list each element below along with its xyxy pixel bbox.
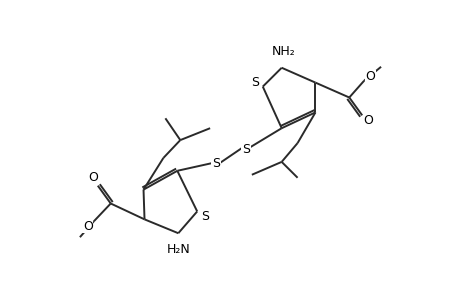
- Text: H₂N: H₂N: [166, 243, 190, 256]
- Text: S: S: [241, 142, 249, 155]
- Text: O: O: [88, 171, 98, 184]
- Text: O: O: [83, 220, 93, 233]
- Text: S: S: [212, 158, 219, 170]
- Text: S: S: [201, 210, 209, 223]
- Text: O: O: [363, 114, 372, 127]
- Text: O: O: [364, 70, 374, 83]
- Text: NH₂: NH₂: [271, 45, 295, 58]
- Text: S: S: [250, 76, 258, 89]
